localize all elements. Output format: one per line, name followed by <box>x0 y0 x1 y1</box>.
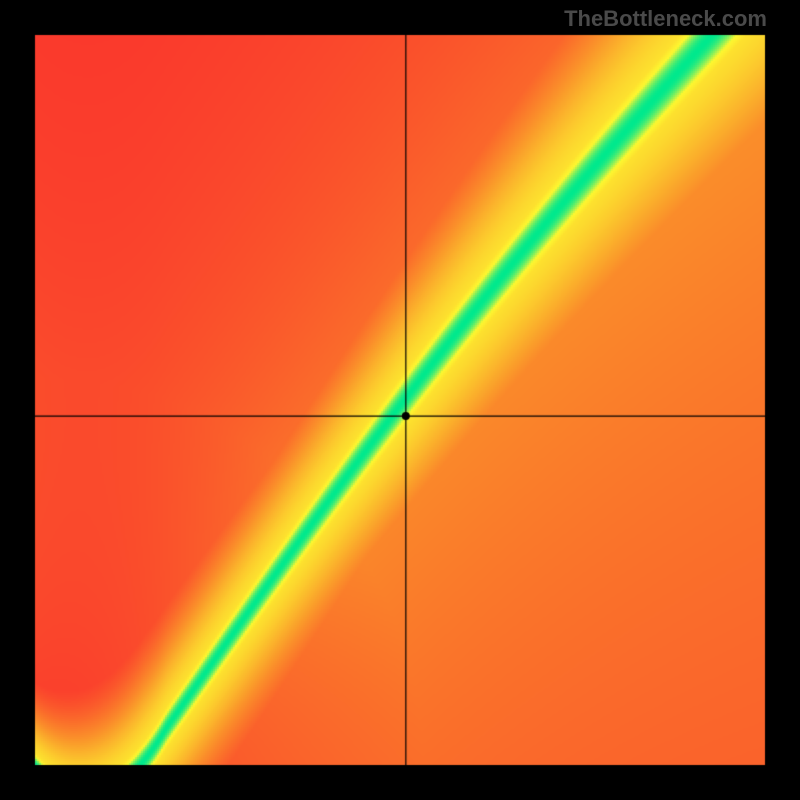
watermark-text: TheBottleneck.com <box>564 6 767 32</box>
bottleneck-heatmap <box>0 0 800 800</box>
chart-container: TheBottleneck.com <box>0 0 800 800</box>
